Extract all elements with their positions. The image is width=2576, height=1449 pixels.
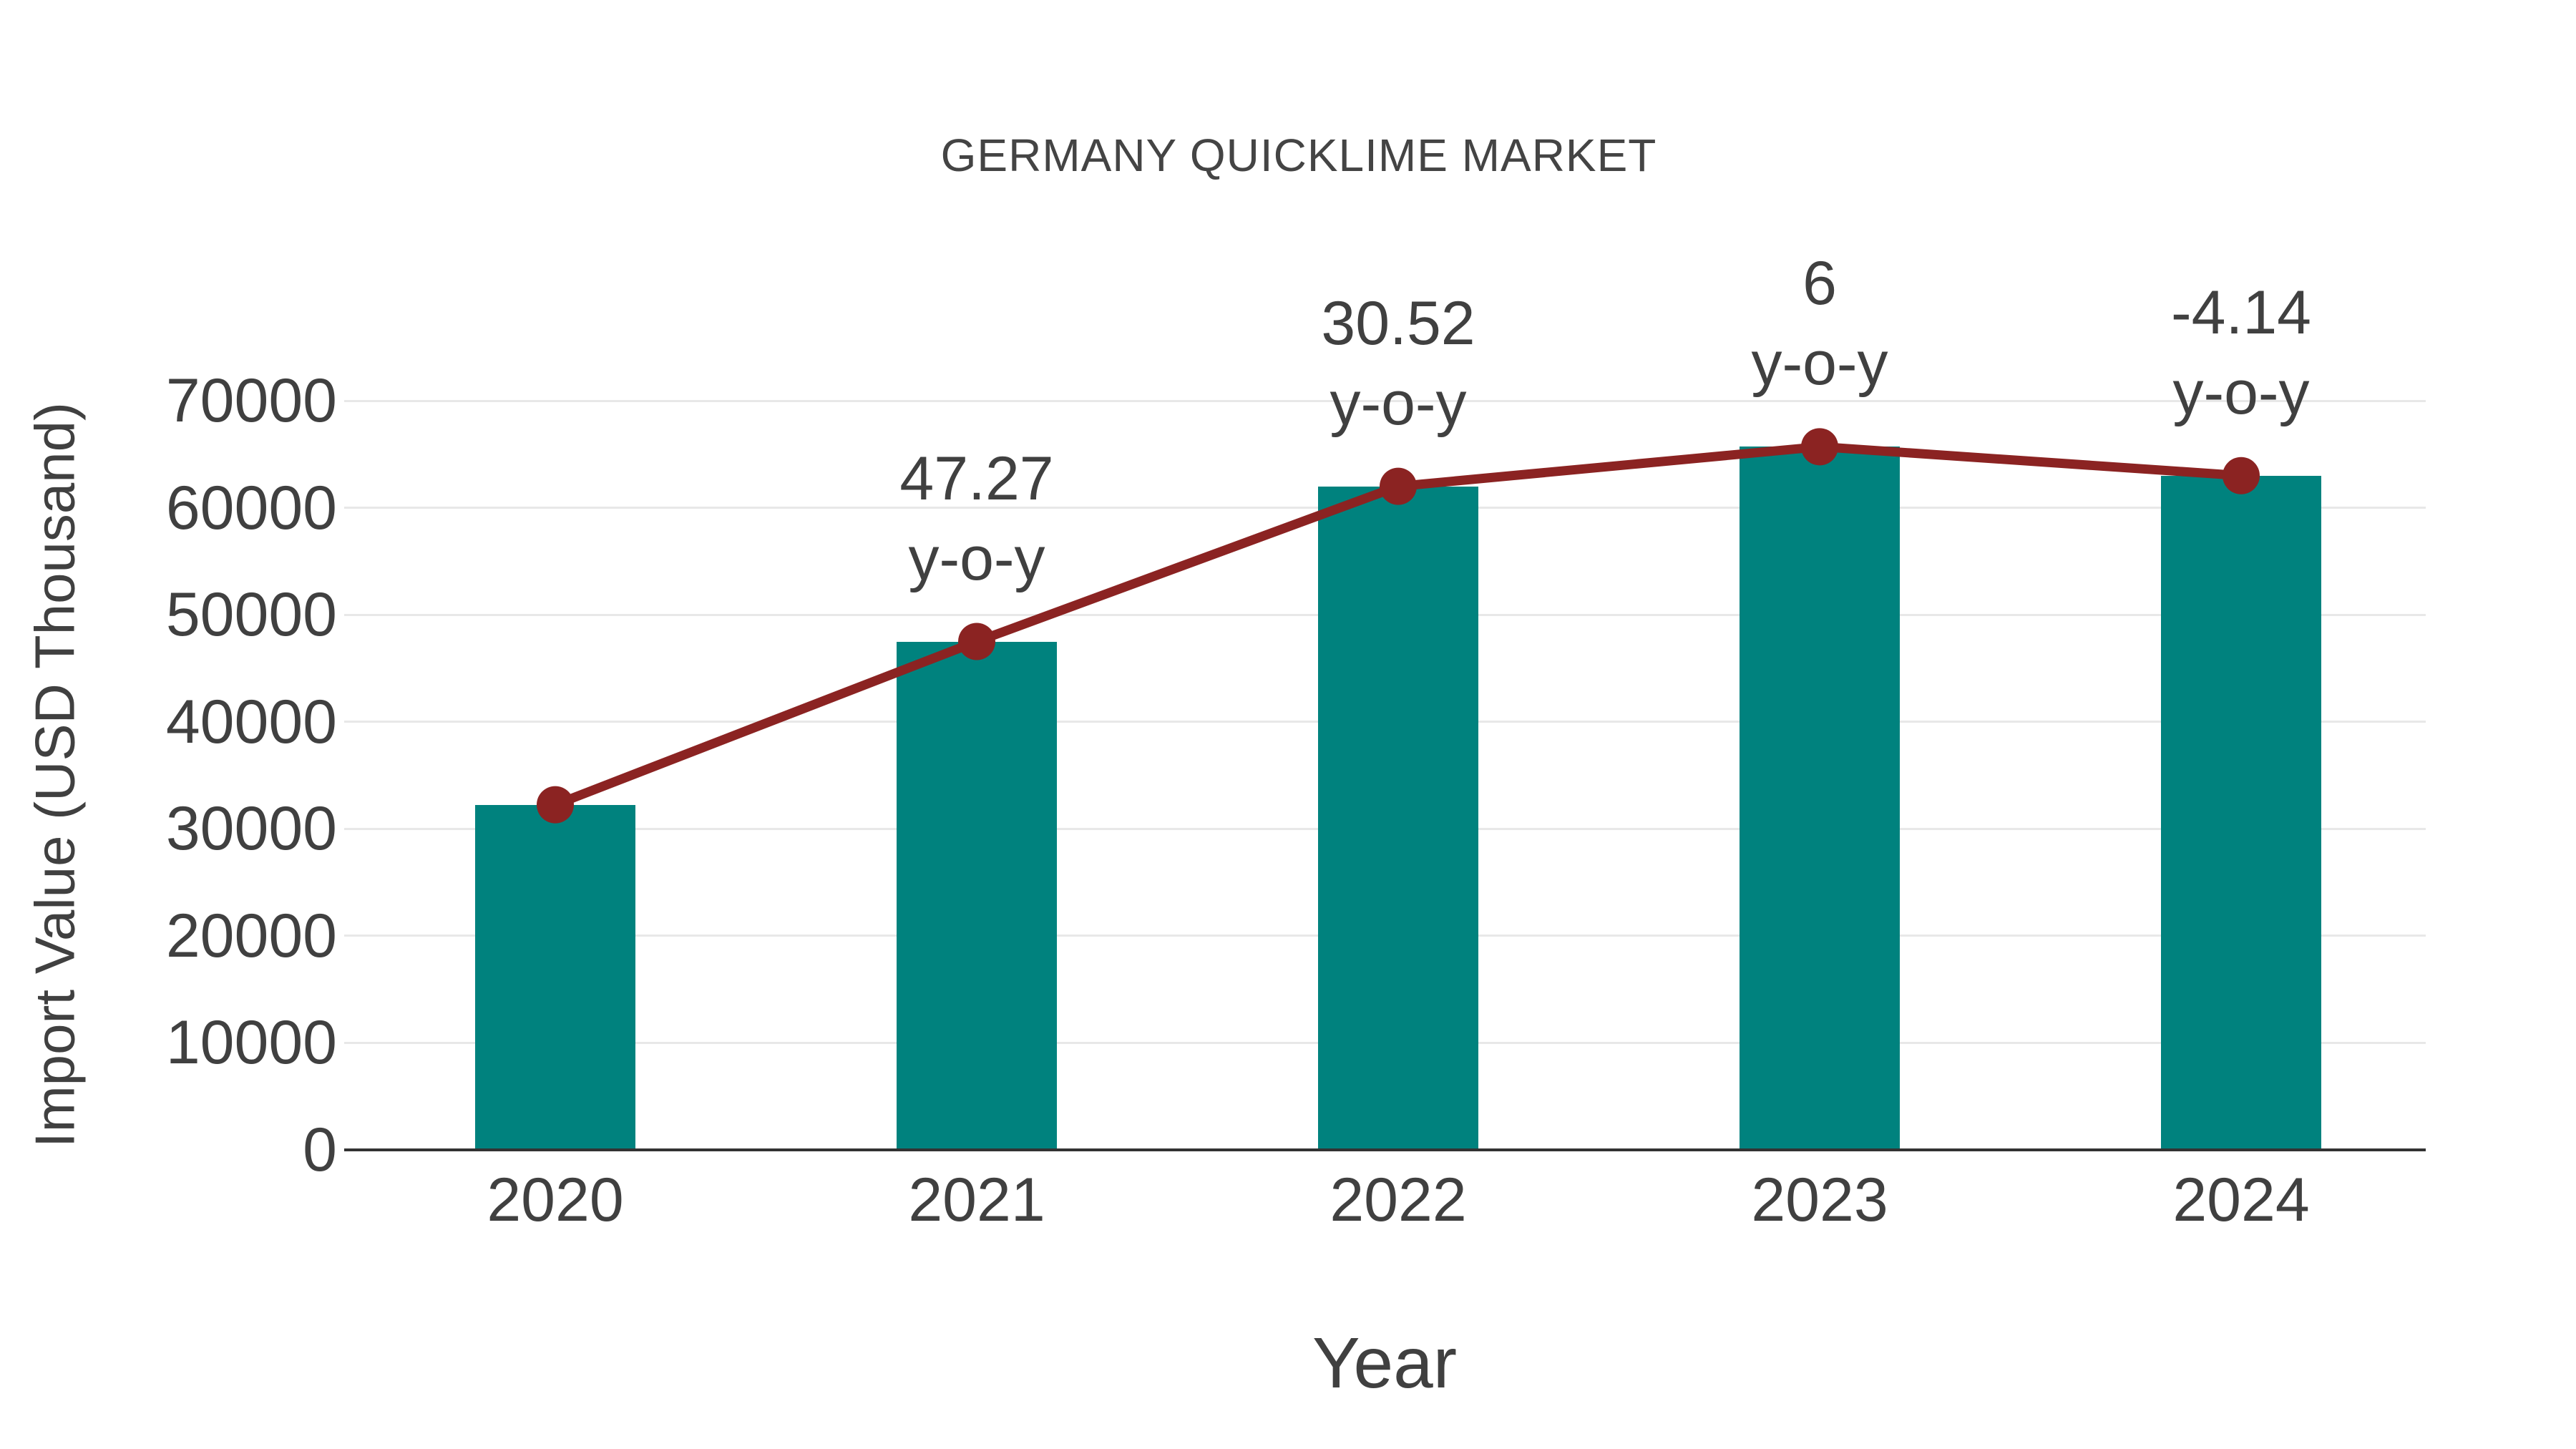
x-axis-line <box>344 1148 2426 1151</box>
annotation-2023: 6 y-o-y <box>1751 243 1888 404</box>
y-tick-label: 50000 <box>165 580 337 650</box>
y-tick-label: 70000 <box>165 366 337 435</box>
annotation-value: 47.27 <box>899 444 1054 513</box>
y-tick-label: 30000 <box>165 794 337 864</box>
annotation-2021: 47.27 y-o-y <box>899 439 1053 599</box>
x-tick-label-2021: 2021 <box>908 1166 1045 1234</box>
x-tick-label-2022: 2022 <box>1330 1166 1467 1234</box>
bar-2021 <box>897 641 1057 1150</box>
annotation-value: 30.52 <box>1321 288 1475 358</box>
x-tick-label-2024: 2024 <box>2172 1166 2310 1234</box>
bar-2020 <box>475 804 635 1150</box>
annotation-unit: y-o-y <box>2172 358 2310 427</box>
y-axis-title: Import Value (USD Thousand) <box>23 402 87 1148</box>
y-tick-label: 20000 <box>165 901 337 970</box>
annotation-2022: 30.52 y-o-y <box>1321 283 1475 444</box>
y-tick-label: 10000 <box>165 1008 337 1078</box>
annotation-unit: y-o-y <box>1330 369 1467 438</box>
x-tick-label-2020: 2020 <box>487 1166 624 1234</box>
x-axis-title: Year <box>1312 1323 1458 1403</box>
x-tick-label-2023: 2023 <box>1751 1166 1888 1234</box>
bar-2024 <box>2161 475 2321 1150</box>
y-tick-label: 0 <box>303 1116 337 1184</box>
gridline <box>344 399 2426 402</box>
bar-2023 <box>1740 447 1900 1150</box>
chart-title: GERMANY QUICKLIME MARKET <box>940 130 1657 181</box>
annotation-value: -4.14 <box>2170 278 2312 347</box>
annotation-value: 6 <box>1802 249 1837 318</box>
y-tick-label: 60000 <box>165 473 337 542</box>
annotation-unit: y-o-y <box>908 524 1045 593</box>
annotation-unit: y-o-y <box>1751 329 1888 399</box>
bar-2022 <box>1318 486 1478 1150</box>
annotation-2024: -4.14 y-o-y <box>2171 273 2311 433</box>
y-tick-label: 40000 <box>165 687 337 756</box>
